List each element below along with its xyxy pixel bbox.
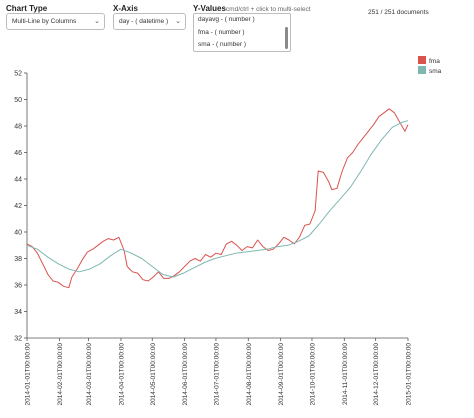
chart-type-value: Multi-Line by Columns <box>12 18 77 25</box>
x-tick-label: 2014-10-01T00:00:00 <box>309 343 316 406</box>
y-tick-label: 50 <box>14 97 22 104</box>
x-tick-label: 2014-03-01T00:00:00 <box>86 343 93 406</box>
legend-label-fma: fma <box>429 58 440 65</box>
legend-swatch-sma <box>418 66 426 74</box>
y-tick-label: 42 <box>14 203 22 210</box>
y-tick-label: 40 <box>14 230 22 237</box>
x-axis-value: day - ( datetime ) <box>119 18 169 25</box>
y-values-multiselect[interactable]: dayavg - ( number ) fma - ( number ) sma… <box>193 13 291 52</box>
x-axis-label: X-Axis <box>113 4 138 13</box>
chart-type-select[interactable]: Multi-Line by Columns ⌄ <box>6 13 105 30</box>
x-tick-label: 2014-09-01T00:00:00 <box>278 343 285 406</box>
scrollbar-thumb[interactable] <box>285 27 288 49</box>
document-count: 251 / 251 documents <box>368 9 429 16</box>
y-option-sma[interactable]: sma - ( number ) <box>198 41 247 48</box>
x-tick-label: 2014-07-01T00:00:00 <box>213 343 220 406</box>
y-values-label: Y-Valuescmd/ctrl + click to multi-select <box>193 4 311 13</box>
y-tick-label: 44 <box>14 177 22 184</box>
y-tick-label: 34 <box>14 309 22 316</box>
x-tick-label: 2014-04-01T00:00:00 <box>118 343 125 406</box>
x-tick-label: 2014-01-01T00:00:00 <box>25 343 32 406</box>
series-line-fma <box>26 108 409 289</box>
y-option-fma[interactable]: fma - ( number ) <box>198 28 245 36</box>
chevron-down-icon: ⌄ <box>175 18 181 25</box>
x-tick-label: 2014-05-01T00:00:00 <box>150 343 157 406</box>
legend-item-sma[interactable]: sma <box>418 66 441 76</box>
y-tick-label: 38 <box>14 256 22 263</box>
y-tick-label: 36 <box>14 283 22 290</box>
chart-legend: fma sma <box>418 56 441 76</box>
x-tick-label: 2014-08-01T00:00:00 <box>246 343 253 406</box>
x-tick-label: 2015-01-01T00:00:00 <box>406 343 413 406</box>
chevron-down-icon: ⌄ <box>94 18 100 25</box>
chart-type-label: Chart Type <box>6 4 48 13</box>
legend-item-fma[interactable]: fma <box>418 56 441 66</box>
x-axis-select[interactable]: day - ( datetime ) ⌄ <box>113 13 186 30</box>
legend-label-sma: sma <box>429 68 442 75</box>
y-tick-label: 48 <box>14 124 22 131</box>
y-tick-label: 52 <box>14 71 22 78</box>
x-tick-label: 2014-12-01T00:00:00 <box>373 343 380 406</box>
y-tick-label: 46 <box>14 150 22 157</box>
y-values-title: Y-Values <box>193 4 226 13</box>
x-tick-label: 2014-06-01T00:00:00 <box>182 343 189 406</box>
series-line-sma <box>26 120 409 278</box>
x-tick-label: 2014-02-01T00:00:00 <box>57 343 64 406</box>
multi-select-hint: cmd/ctrl + click to multi-select <box>225 6 311 13</box>
x-tick-label: 2014-11-01T00:00:00 <box>342 343 349 405</box>
legend-swatch-fma <box>418 56 426 64</box>
y-option-dayavg[interactable]: dayavg - ( number ) <box>198 16 255 23</box>
y-tick-label: 32 <box>14 336 22 343</box>
